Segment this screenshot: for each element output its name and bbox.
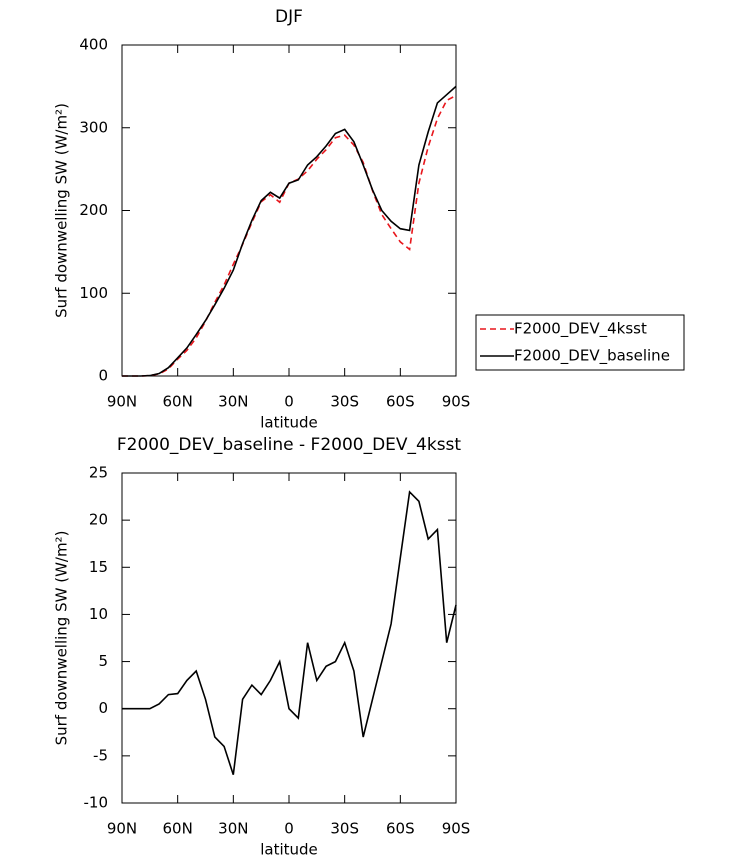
y-tick-label: 15: [89, 558, 108, 576]
y-tick-label: 100: [79, 284, 108, 302]
x-tick-label: 90N: [107, 820, 137, 838]
y-tick-label: -10: [84, 794, 109, 812]
y-tick-label: 20: [89, 511, 108, 529]
x-axis-label: latitude: [260, 841, 318, 859]
y-tick-label: 5: [98, 652, 108, 670]
data-line: [122, 85, 457, 377]
x-tick-label: 90S: [442, 393, 471, 411]
x-tick-label: 60N: [163, 820, 193, 838]
legend-box: [475, 314, 685, 371]
chart-title: DJF: [275, 7, 303, 27]
y-axis-label: Surf downwelling SW (W/m²): [53, 103, 71, 318]
y-tick-label: 0: [98, 367, 108, 385]
x-tick-label: 30S: [330, 393, 359, 411]
x-tick-label: 30N: [218, 393, 248, 411]
legend-label: F2000_DEV_baseline: [514, 347, 670, 366]
y-tick-label: 0: [98, 699, 108, 717]
y-tick-label: 10: [89, 605, 108, 623]
y-tick-label: 300: [79, 118, 108, 136]
legend: F2000_DEV_4ksst F2000_DEV_baseline: [475, 314, 685, 371]
y-tick-label: 400: [79, 36, 108, 54]
x-tick-label: 30S: [330, 820, 359, 838]
x-tick-label: 60S: [386, 393, 415, 411]
plot-frame: [121, 44, 457, 377]
y-tick-label: 25: [89, 464, 108, 482]
y-tick-label: 200: [79, 201, 108, 219]
x-axis-label: latitude: [260, 414, 318, 432]
x-tick-label: 0: [284, 393, 294, 411]
x-tick-label: 90S: [442, 820, 471, 838]
y-axis-label: Surf downwelling SW (W/m²): [53, 531, 71, 746]
legend-label: F2000_DEV_4ksst: [514, 320, 647, 339]
data-line: [122, 94, 457, 377]
y-tick-label: -5: [93, 746, 108, 764]
x-tick-label: 30N: [218, 820, 248, 838]
x-tick-label: 0: [284, 820, 294, 838]
chart-title: F2000_DEV_baseline - F2000_DEV_4ksst: [117, 435, 462, 455]
x-tick-label: 60N: [163, 393, 193, 411]
x-tick-label: 60S: [386, 820, 415, 838]
data-line: [122, 490, 457, 775]
x-tick-label: 90N: [107, 393, 137, 411]
